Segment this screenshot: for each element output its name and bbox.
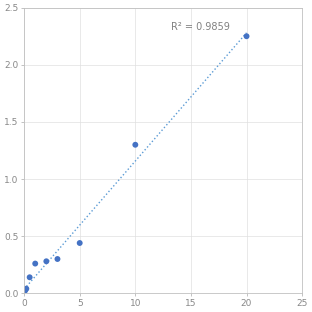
Point: [22, 290, 27, 295]
Text: R² = 0.9859: R² = 0.9859: [171, 22, 230, 32]
Point: [23, 288, 28, 293]
Point: [27, 275, 32, 280]
Point: [133, 142, 138, 147]
Point: [33, 261, 38, 266]
Point: [24, 286, 29, 291]
Point: [244, 34, 249, 39]
Point: [44, 259, 49, 264]
Point: [55, 256, 60, 261]
Point: [77, 241, 82, 246]
